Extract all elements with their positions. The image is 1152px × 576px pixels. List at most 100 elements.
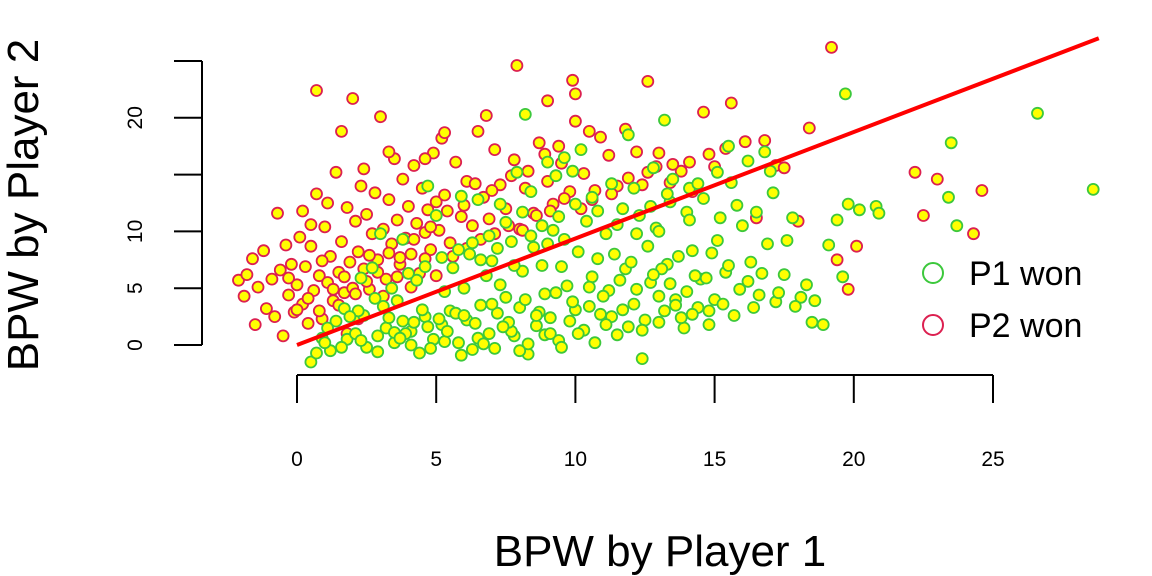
- point-p1-won: [942, 190, 955, 204]
- point-p1-won: [691, 177, 705, 191]
- y-axis-title: BPW by Player 2: [0, 39, 48, 372]
- point-p2-won: [374, 110, 387, 124]
- point-p1-won: [452, 243, 465, 257]
- point-p1-won: [627, 181, 641, 195]
- point-p1-won: [747, 301, 760, 314]
- point-p1-won: [310, 346, 323, 360]
- point-p1-won: [474, 298, 488, 312]
- point-p2-won: [482, 212, 496, 226]
- legend: P1 won P2 won: [922, 255, 1082, 345]
- point-p2-won: [975, 184, 989, 197]
- point-p1-won: [354, 271, 368, 285]
- point-p1-won: [524, 185, 538, 199]
- point-p1-won: [822, 238, 836, 252]
- point-p2-won: [825, 41, 838, 54]
- point-p2-won: [349, 214, 362, 228]
- point-p1-won: [674, 311, 688, 325]
- point-p1-won: [702, 318, 716, 332]
- point-p1-won: [647, 161, 660, 175]
- point-p2-won: [569, 114, 582, 128]
- point-p1-won: [504, 235, 518, 249]
- point-p1-won: [872, 206, 886, 220]
- point-p1-won: [794, 290, 808, 304]
- point-p1-won: [713, 211, 727, 225]
- y-tick-label: 10: [124, 220, 147, 243]
- point-p1-won: [446, 261, 460, 275]
- point-p2-won: [340, 201, 354, 214]
- point-p1-won: [1031, 106, 1044, 120]
- y-tick-label: 5: [124, 282, 147, 294]
- point-p1-won: [805, 315, 819, 329]
- point-p1-won: [354, 334, 368, 347]
- point-p2-won: [312, 269, 326, 283]
- point-p1-won: [463, 247, 477, 261]
- point-p1-won: [685, 307, 699, 321]
- point-p2-won: [318, 220, 332, 234]
- x-tick-label: 25: [981, 448, 1004, 471]
- point-p2-won: [401, 199, 415, 213]
- point-p1-won: [630, 282, 643, 296]
- y-tick-label: 20: [124, 106, 147, 129]
- point-p2-won: [917, 209, 930, 222]
- point-p1-won: [335, 340, 348, 354]
- point-p2-won: [577, 167, 591, 180]
- point-p1-won: [635, 323, 649, 337]
- legend-marker-p2: [922, 314, 944, 336]
- point-p1-won: [485, 254, 499, 268]
- point-p1-won: [585, 270, 599, 284]
- point-p1-won: [410, 273, 424, 287]
- point-p1-won: [944, 136, 958, 150]
- point-p1-won: [343, 310, 357, 324]
- legend-marker-p1: [922, 262, 944, 284]
- x-axis-ticks: 0 5 10 15 20 25: [291, 375, 1005, 471]
- point-p1-won: [788, 299, 802, 313]
- point-p2-won: [293, 230, 307, 244]
- point-p1-won: [777, 268, 791, 282]
- point-p1-won: [697, 192, 710, 205]
- point-p2-won: [702, 147, 716, 161]
- point-p1-won: [574, 143, 588, 157]
- point-p1-won: [736, 219, 749, 233]
- point-p1-won: [758, 145, 772, 159]
- point-p1-won: [304, 355, 318, 369]
- point-p1-won: [766, 186, 780, 200]
- point-p2-won: [454, 210, 468, 224]
- point-p1-won: [413, 346, 426, 360]
- point-p1-won: [499, 215, 513, 229]
- point-p2-won: [240, 268, 254, 282]
- point-p1-won: [836, 270, 850, 284]
- point-p2-won: [488, 143, 502, 157]
- point-p2-won: [284, 257, 298, 271]
- point-p2-won: [257, 244, 271, 258]
- point-p1-won: [318, 336, 332, 350]
- point-p1-won: [800, 278, 813, 292]
- point-p1-won: [816, 318, 830, 332]
- point-p1-won: [457, 309, 471, 322]
- x-axis-title: BPW by Player 1: [494, 527, 827, 576]
- point-p1-won: [454, 189, 468, 203]
- point-p1-won: [699, 271, 713, 285]
- point-p2-won: [346, 92, 360, 105]
- point-p2-won: [841, 282, 855, 296]
- point-p2-won: [335, 235, 348, 249]
- point-p1-won: [638, 313, 652, 327]
- point-p2-won: [465, 219, 479, 233]
- x-tick-label: 15: [703, 448, 726, 471]
- point-p2-won: [326, 282, 340, 296]
- point-p2-won: [552, 139, 566, 153]
- point-p2-won: [602, 148, 616, 162]
- point-p2-won: [666, 157, 680, 171]
- point-p2-won: [479, 109, 493, 122]
- point-p2-won: [290, 303, 304, 317]
- point-p2-won: [652, 146, 666, 160]
- point-p1-won: [711, 165, 724, 179]
- point-p1-won: [652, 315, 666, 329]
- point-p1-won: [786, 211, 799, 225]
- x-tick-label: 0: [291, 448, 303, 471]
- point-p2-won: [351, 245, 365, 259]
- point-p1-won: [582, 299, 596, 313]
- point-p2-won: [301, 316, 315, 330]
- point-p1-won: [499, 290, 513, 304]
- point-p1-won: [722, 259, 735, 272]
- point-p2-won: [424, 243, 438, 257]
